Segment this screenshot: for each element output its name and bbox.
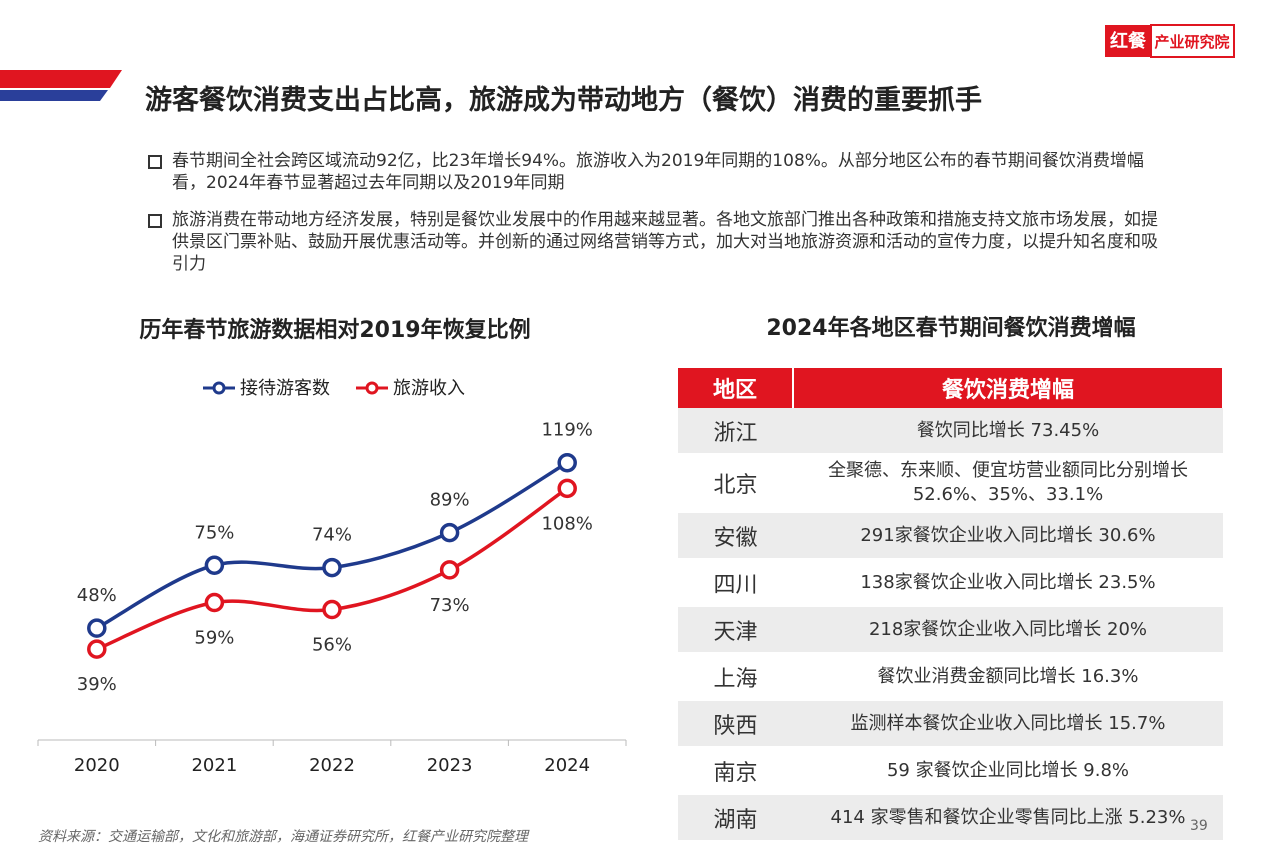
source: 资料来源：交通运输部，文化和旅游部，海通证券研究所，红餐产业研究院整理 [38, 829, 528, 845]
table: 地区 餐饮消费增幅 浙江 餐饮同比增长 73.45% 北京 全聚德、东来顺、便宜坊营业额同… [678, 368, 1224, 842]
cell: 南京 [678, 747, 793, 795]
row: 南京 59 家餐饮企业同比增长 9.8% [678, 747, 1223, 795]
cell: 全聚德、东来顺、便宜坊营业额同比分别增长52.6%、35%、33.1% [793, 454, 1223, 513]
page-number: 39 [1190, 818, 1208, 834]
cell: 安徽 [678, 512, 793, 560]
logo-mark: 红餐 [1110, 30, 1147, 52]
point [557, 452, 577, 473]
cell: 监测样本餐饮企业收入同比增长 15.7% [793, 700, 1223, 748]
cell: 四川 [678, 559, 793, 607]
row: 浙江 餐饮同比增长 73.45% [678, 408, 1223, 455]
cell: 浙江 [678, 408, 793, 455]
cell: 餐饮同比增长 73.45% [793, 408, 1223, 455]
legend-label: 旅游收入 [393, 378, 465, 399]
data-label: 39% [77, 674, 117, 695]
point [439, 522, 460, 543]
bullet: 旅游消费在带动地方经济发展，特别是餐饮业发展中的作用越来越显著。各地文旅部门推出… [148, 209, 1172, 275]
cell: 59 家餐饮企业同比增长 9.8% [793, 747, 1223, 795]
point [87, 639, 107, 659]
row: 四川 138家餐饮企业收入同比增长 23.5% [678, 559, 1223, 607]
point [204, 555, 225, 575]
row: 安徽 291家餐饮企业收入同比增长 30.6% [678, 512, 1223, 560]
data-label: 56% [312, 635, 352, 656]
row: 天津 218家餐饮企业收入同比增长 20% [678, 606, 1223, 654]
row: 上海 餐饮业消费金额同比增长 16.3% [678, 653, 1223, 701]
cell: 218家餐饮企业收入同比增长 20% [793, 606, 1223, 654]
cell: 上海 [678, 653, 793, 701]
logo-text: 产业研究院 [1154, 33, 1229, 51]
data-label: 73% [430, 595, 470, 616]
cell: 414 家零售和餐饮企业零售同比上涨 5.23% [793, 794, 1223, 842]
row: 北京 全聚德、东来顺、便宜坊营业额同比分别增长52.6%、35%、33.1% [678, 454, 1223, 513]
point [322, 599, 342, 620]
data-label: 108% [541, 513, 592, 534]
data-label: 119% [541, 420, 592, 441]
x-tick-label: 2023 [427, 755, 473, 776]
cell: 天津 [678, 606, 793, 654]
point [439, 560, 460, 580]
bullet: 春节期间全社会跨区域流动92亿，比23年增长94%。旅游收入为2019年同期的1… [148, 150, 1172, 194]
data-label: 59% [194, 628, 234, 649]
cell: 291家餐饮企业收入同比增长 30.6% [793, 512, 1223, 560]
x-tick-label: 2024 [544, 755, 590, 776]
x-tick-label: 2020 [74, 755, 120, 776]
line-chart: 2020 2021 2022 2023 2024 接待游客数 旅游收入 48% 75% 74% 89… [37, 378, 627, 776]
point [204, 592, 225, 613]
x-tick-label: 2021 [191, 755, 237, 776]
legend-label: 接待游客数 [240, 378, 330, 399]
cell: 湖南 [678, 794, 793, 842]
header-cell: 餐饮消费增幅 [793, 368, 1224, 408]
cell: 陕西 [678, 700, 793, 748]
chart-title: 历年春节旅游数据相对2019年恢复比例 [139, 318, 531, 343]
point [557, 478, 577, 499]
title: 游客餐饮消费支出占比高，旅游成为带动地方（餐饮）消费的重要抓手 [145, 85, 982, 116]
cell: 餐饮业消费金额同比增长 16.3% [793, 653, 1223, 701]
legend-marker [365, 381, 379, 395]
row: 湖南 414 家零售和餐饮企业零售同比上涨 5.23% [678, 794, 1223, 842]
cell: 北京 [678, 454, 793, 513]
point [322, 557, 342, 578]
header-cell: 地区 [678, 368, 794, 408]
x-tick-label: 2022 [309, 755, 355, 776]
data-label: 48% [77, 585, 117, 606]
cell: 138家餐饮企业收入同比增长 23.5% [793, 559, 1223, 607]
table-title: 2024年各地区春节期间餐饮消费增幅 [766, 316, 1136, 341]
row: 陕西 监测样本餐饮企业收入同比增长 15.7% [678, 700, 1223, 748]
legend-marker [212, 381, 226, 395]
data-label: 74% [312, 525, 352, 546]
data-label: 75% [194, 522, 234, 543]
data-label: 89% [430, 490, 470, 511]
point [87, 618, 107, 638]
header-row: 地区 餐饮消费增幅 [678, 368, 1224, 408]
header-shapes: 红餐 产业研究院 [0, 24, 1235, 101]
